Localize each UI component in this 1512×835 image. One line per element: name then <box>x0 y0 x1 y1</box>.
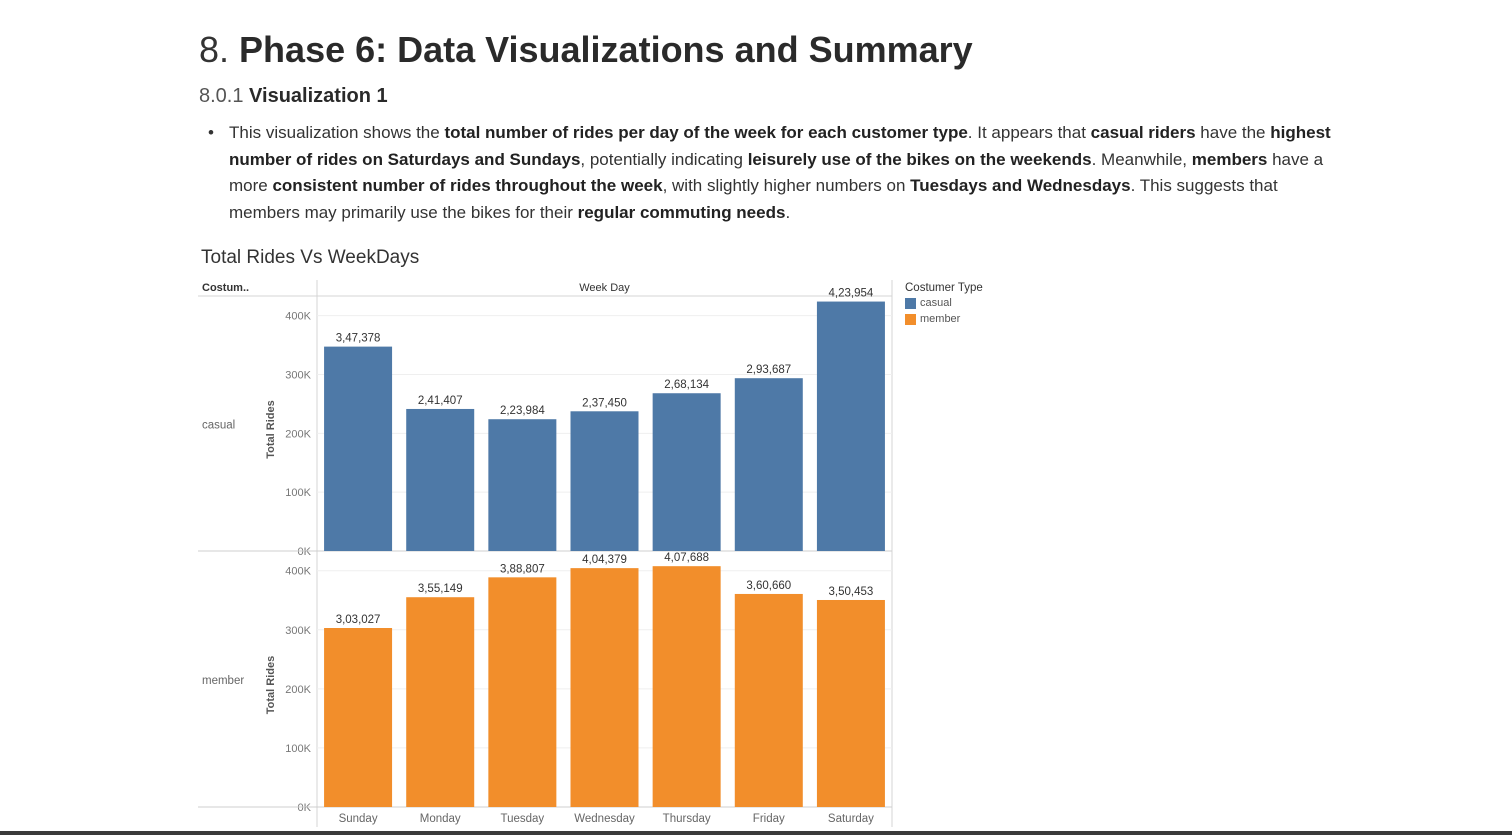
bold-run: casual riders <box>1090 123 1196 142</box>
row-label-member: member <box>202 675 244 687</box>
y-tick-label: 400K <box>285 566 311 578</box>
text-run: This visualization shows the <box>229 123 445 142</box>
x-tick-label: Wednesday <box>574 813 635 825</box>
bar-member-thursday <box>652 566 721 807</box>
bold-run: regular commuting needs <box>577 202 786 222</box>
legend-swatch-casual <box>905 297 916 309</box>
bar-member-friday <box>734 593 803 807</box>
bar-member-tuesday <box>488 577 557 807</box>
bold-run: Tuesdays and Wednesdays <box>910 176 1131 195</box>
data-label: 2,41,407 <box>418 395 463 407</box>
data-label: 2,37,450 <box>582 397 627 409</box>
text-run: have the <box>1195 123 1271 142</box>
legend-swatch-member <box>905 313 916 325</box>
x-tick-label: Sunday <box>339 813 378 825</box>
bar-casual-thursday <box>652 393 721 551</box>
text-run: . <box>785 202 791 222</box>
bar-casual-monday <box>406 408 475 551</box>
x-tick-label: Friday <box>753 813 785 825</box>
bullet-icon: • <box>208 123 214 142</box>
row-label-casual: casual <box>202 420 235 432</box>
bar-casual-sunday <box>324 346 393 551</box>
data-label: 3,50,453 <box>829 586 874 598</box>
x-tick-label: Tuesday <box>501 813 545 825</box>
y-tick-label: 0K <box>298 546 312 558</box>
bar-casual-saturday <box>816 301 885 551</box>
bar-member-sunday <box>324 628 393 807</box>
data-label: 3,55,149 <box>418 583 463 595</box>
legend-item-member[interactable]: member <box>905 311 983 327</box>
bold-run: total number of rides per day of the wee… <box>444 123 968 142</box>
data-label: 4,07,688 <box>664 552 709 564</box>
y-tick-label: 100K <box>285 487 311 499</box>
x-tick-label: Thursday <box>663 813 711 825</box>
bold-run: consistent number of rides throughout th… <box>272 176 663 195</box>
data-label: 3,60,660 <box>746 580 791 592</box>
bold-run: leisurely use of the bikes on the weeken… <box>747 149 1092 169</box>
description-paragraph: • This visualization shows the total num… <box>208 120 1339 226</box>
y-tick-label: 400K <box>285 311 311 323</box>
bar-casual-tuesday <box>488 419 557 551</box>
text-run: . Meanwhile, <box>1091 149 1192 169</box>
section-heading: 8. Phase 6: Data Visualizations and Summ… <box>199 28 973 72</box>
subsection-heading: 8.0.1 Visualization 1 <box>199 83 388 109</box>
y-axis-title: Total Rides <box>265 400 277 458</box>
y-tick-label: 0K <box>298 802 312 814</box>
data-label: 2,68,134 <box>664 379 709 391</box>
y-tick-label: 200K <box>285 428 311 440</box>
y-axis-title: Total Rides <box>265 656 277 714</box>
legend-item-casual[interactable]: casual <box>905 295 983 311</box>
text-run: , potentially indicating <box>580 149 748 169</box>
column-header-label: Week Day <box>579 282 630 294</box>
data-label: 3,88,807 <box>500 563 545 575</box>
data-label: 4,04,379 <box>582 554 627 566</box>
text-run: , with slightly higher numbers on <box>662 176 911 195</box>
section-title: Phase 6: Data Visualizations and Summary <box>239 29 973 70</box>
y-tick-label: 300K <box>285 625 311 637</box>
row-header-label: Costum.. <box>202 282 249 294</box>
bold-run: members <box>1191 149 1268 169</box>
x-tick-label: Monday <box>420 813 461 825</box>
text-run: . This suggests that members may primari… <box>229 176 1278 222</box>
bar-member-monday <box>406 597 475 807</box>
section-number: 8. <box>199 29 230 70</box>
data-label: 3,03,027 <box>336 614 381 626</box>
bar-member-saturday <box>816 599 885 807</box>
legend-label-member: member <box>920 313 961 325</box>
text-run: . It appears that <box>967 123 1091 142</box>
legend-label-casual: casual <box>920 297 952 309</box>
y-tick-label: 100K <box>285 743 311 755</box>
data-label: 2,93,687 <box>746 364 791 376</box>
y-tick-label: 200K <box>285 684 311 696</box>
legend-title: Costumer Type <box>905 282 983 294</box>
bold-run: highest number of rides on Saturdays and… <box>229 123 1331 169</box>
bar-chart: Costum.. Week Day 0K 100K 200K 300K 400K casual… <box>198 280 893 827</box>
subsection-number: 8.0.1 <box>199 85 244 107</box>
x-tick-label: Saturday <box>828 813 874 825</box>
bar-member-wednesday <box>570 568 639 807</box>
subsection-title: Visualization 1 <box>249 85 388 107</box>
text-run: have a more <box>229 149 1324 196</box>
page-bottom-border <box>0 831 1512 835</box>
bar-casual-wednesday <box>570 411 639 551</box>
data-label: 3,47,378 <box>336 333 381 345</box>
y-tick-label: 300K <box>285 369 311 381</box>
chart-legend: Costumer Type casual member <box>905 282 983 327</box>
data-label: 2,23,984 <box>500 405 545 417</box>
chart-title: Total Rides Vs WeekDays <box>201 247 420 268</box>
data-label: 4,23,954 <box>829 288 874 300</box>
bar-casual-friday <box>734 378 803 551</box>
